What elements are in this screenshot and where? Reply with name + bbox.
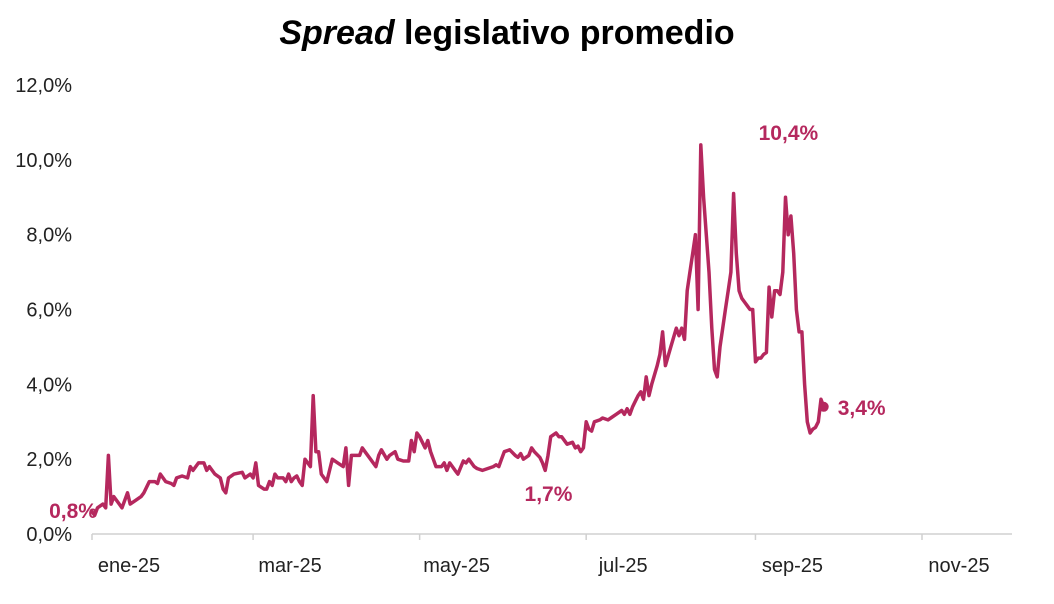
y-tick-label: 6,0% (26, 300, 72, 322)
chart-title-rest: legislativo promedio (404, 14, 735, 52)
data-labels: 0,8% 1,7% 10,4% 3,4% (49, 122, 886, 523)
data-label: 3,4% (838, 397, 886, 420)
data-label: 1,7% (525, 483, 573, 506)
y-tick-label: 10,0% (15, 150, 72, 172)
y-tick-label: 12,0% (15, 75, 72, 97)
y-axis-ticks: 0,0% 2,0% 4,0% 6,0% 8,0% 10,0% 12,0% (15, 75, 72, 546)
x-tick-label: may-25 (423, 555, 490, 577)
series-line-spread (90, 143, 826, 518)
x-tick-label: jul-25 (598, 555, 648, 577)
y-tick-label: 8,0% (26, 225, 72, 247)
data-label: 0,8% (49, 500, 97, 523)
chart-title: Spread legislativo promedio (0, 14, 1014, 53)
data-label: 10,4% (759, 122, 819, 145)
x-tick-label: ene-25 (98, 555, 160, 577)
y-tick-label: 0,0% (26, 524, 72, 546)
chart-title-italic: Spread (279, 14, 395, 52)
x-tick-label: mar-25 (258, 555, 321, 577)
x-tick-label: sep-25 (762, 555, 823, 577)
end-point-marker (818, 401, 829, 412)
y-tick-label: 4,0% (26, 374, 72, 396)
x-axis-ticks: ene-25 mar-25 may-25 jul-25 sep-25 nov-25 (91, 534, 990, 577)
y-tick-label: 2,0% (26, 449, 72, 471)
x-tick-label: nov-25 (928, 555, 989, 577)
